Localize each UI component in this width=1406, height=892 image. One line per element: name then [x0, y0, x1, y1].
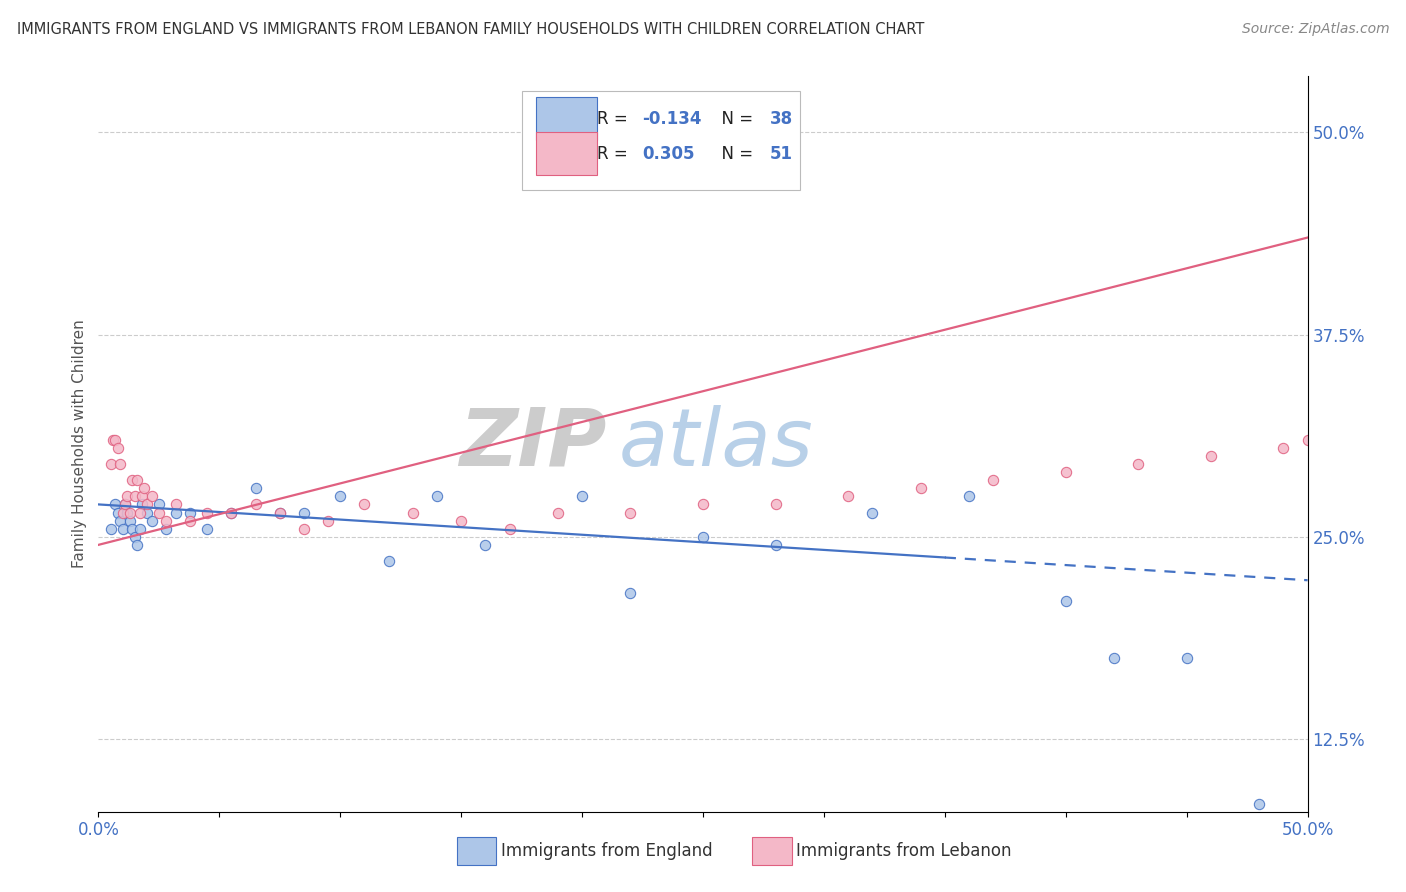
FancyBboxPatch shape — [522, 90, 800, 190]
Text: atlas: atlas — [619, 405, 813, 483]
Point — [165, 506, 187, 520]
Point — [292, 506, 315, 520]
Point — [128, 506, 150, 520]
Point — [111, 522, 134, 536]
Point — [141, 489, 163, 503]
Point — [114, 497, 136, 511]
Point — [108, 457, 131, 471]
Point — [981, 473, 1004, 487]
Point — [692, 497, 714, 511]
Point — [377, 554, 399, 568]
Text: Source: ZipAtlas.com: Source: ZipAtlas.com — [1241, 22, 1389, 37]
Point — [692, 530, 714, 544]
Point — [860, 506, 883, 520]
Point — [498, 522, 520, 536]
Point — [402, 506, 425, 520]
Point — [269, 506, 291, 520]
Text: 38: 38 — [769, 110, 793, 128]
Text: IMMIGRANTS FROM ENGLAND VS IMMIGRANTS FROM LEBANON FAMILY HOUSEHOLDS WITH CHILDR: IMMIGRANTS FROM ENGLAND VS IMMIGRANTS FR… — [17, 22, 924, 37]
Point — [1054, 594, 1077, 608]
Point — [148, 506, 170, 520]
Point — [179, 506, 201, 520]
Point — [195, 506, 218, 520]
Y-axis label: Family Households with Children: Family Households with Children — [72, 319, 87, 568]
Point — [128, 522, 150, 536]
Point — [1199, 449, 1222, 463]
Text: Immigrants from England: Immigrants from England — [501, 842, 713, 860]
Point — [1054, 465, 1077, 479]
Point — [765, 538, 787, 552]
Point — [329, 489, 352, 503]
Point — [118, 514, 141, 528]
Point — [245, 497, 267, 511]
Point — [179, 514, 201, 528]
Point — [837, 489, 859, 503]
Point — [114, 497, 136, 511]
Point — [108, 514, 131, 528]
Point — [450, 514, 472, 528]
Point — [245, 481, 267, 495]
Text: 51: 51 — [769, 145, 793, 163]
Text: 0.305: 0.305 — [643, 145, 695, 163]
Text: R =: R = — [596, 145, 633, 163]
Text: -0.134: -0.134 — [643, 110, 702, 128]
Point — [107, 506, 129, 520]
Point — [1175, 651, 1198, 665]
Point — [135, 506, 157, 520]
Point — [547, 506, 569, 520]
Point — [353, 497, 375, 511]
FancyBboxPatch shape — [536, 97, 596, 140]
Text: Immigrants from Lebanon: Immigrants from Lebanon — [796, 842, 1011, 860]
Point — [134, 481, 156, 495]
Point — [117, 489, 139, 503]
Point — [117, 506, 139, 520]
Point — [221, 506, 243, 520]
Point — [101, 433, 124, 447]
Point — [135, 497, 157, 511]
Point — [221, 506, 243, 520]
Point — [148, 497, 170, 511]
Point — [111, 506, 134, 520]
Point — [121, 522, 143, 536]
Text: R =: R = — [596, 110, 633, 128]
Point — [104, 433, 127, 447]
Point — [165, 497, 187, 511]
Point — [131, 497, 153, 511]
Point — [107, 441, 129, 455]
Point — [910, 481, 932, 495]
Text: ZIP: ZIP — [458, 405, 606, 483]
Point — [1249, 797, 1271, 811]
Point — [127, 538, 149, 552]
Point — [1102, 651, 1125, 665]
Point — [619, 586, 641, 600]
Point — [141, 514, 163, 528]
Point — [1128, 457, 1150, 471]
Point — [957, 489, 980, 503]
Point — [765, 497, 787, 511]
Text: N =: N = — [711, 110, 759, 128]
Point — [118, 506, 141, 520]
Point — [155, 522, 177, 536]
Point — [155, 514, 177, 528]
Point — [571, 489, 593, 503]
Point — [121, 473, 143, 487]
Point — [100, 457, 122, 471]
Point — [104, 497, 127, 511]
Point — [131, 489, 153, 503]
Text: N =: N = — [711, 145, 759, 163]
Point — [124, 530, 146, 544]
Point — [1272, 441, 1295, 455]
Point — [124, 489, 146, 503]
Point — [426, 489, 449, 503]
Point — [127, 473, 149, 487]
Point — [195, 522, 218, 536]
Point — [316, 514, 339, 528]
Point — [474, 538, 496, 552]
Point — [1296, 433, 1319, 447]
Point — [292, 522, 315, 536]
Point — [619, 506, 641, 520]
Point — [269, 506, 291, 520]
Point — [100, 522, 122, 536]
FancyBboxPatch shape — [536, 133, 596, 175]
